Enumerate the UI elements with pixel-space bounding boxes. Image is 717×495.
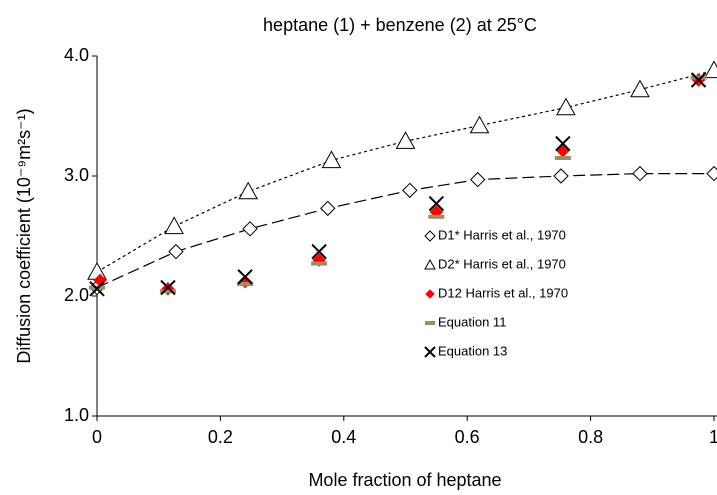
y-tick-label: 3.0 — [64, 165, 89, 185]
legend-label: D1* Harris et al., 1970 — [438, 227, 566, 242]
marker — [428, 195, 445, 212]
marker — [428, 214, 445, 219]
chart-title: heptane (1) + benzene (2) at 25°C — [263, 15, 537, 35]
marker — [320, 200, 336, 217]
marker — [159, 289, 176, 294]
marker — [237, 282, 254, 286]
marker — [555, 135, 571, 152]
legend-marker — [425, 321, 435, 325]
marker — [690, 72, 707, 88]
y-tick-label: 2.0 — [64, 285, 89, 305]
legend-marker — [425, 289, 435, 299]
marker — [164, 216, 184, 235]
marker — [311, 243, 327, 260]
marker — [706, 165, 717, 182]
x-axis-label: Mole fraction of heptane — [308, 470, 501, 490]
marker — [704, 60, 717, 79]
marker — [630, 79, 650, 98]
y-tick-label: 1.0 — [64, 405, 89, 425]
marker — [311, 261, 328, 266]
fit-line — [96, 69, 715, 273]
marker — [87, 261, 107, 280]
marker — [402, 182, 418, 199]
legend-marker — [424, 230, 436, 242]
marker — [554, 156, 571, 160]
x-tick-label: 0.2 — [208, 427, 233, 447]
marker — [168, 243, 184, 260]
marker — [632, 165, 648, 182]
legend-label: D12 Harris et al., 1970 — [438, 285, 568, 300]
marker — [321, 150, 342, 169]
legend-marker — [424, 346, 436, 358]
y-tick-label: 4.0 — [64, 45, 89, 65]
legend-label: Equation 11 — [438, 314, 506, 329]
marker — [160, 279, 176, 296]
marker — [553, 168, 569, 184]
marker — [242, 221, 258, 237]
marker — [690, 75, 707, 80]
x-tick-label: 0.6 — [455, 427, 480, 447]
marker — [395, 131, 416, 149]
legend-label: D2* Harris et al., 1970 — [438, 256, 566, 271]
x-tick-label: 1 — [709, 427, 717, 447]
x-tick-label: 0.8 — [578, 427, 603, 447]
x-tick-label: 0 — [92, 427, 102, 447]
legend-marker — [424, 258, 436, 270]
marker — [469, 115, 490, 134]
marker — [469, 171, 486, 188]
x-tick-label: 0.4 — [331, 427, 356, 447]
marker — [89, 281, 105, 297]
marker — [556, 97, 576, 116]
marker — [237, 269, 253, 285]
legend-label: Equation 13 — [438, 343, 507, 358]
marker — [238, 181, 259, 200]
y-axis-label: Diffusion coefficient (10⁻⁹m²s⁻¹) — [14, 108, 34, 363]
